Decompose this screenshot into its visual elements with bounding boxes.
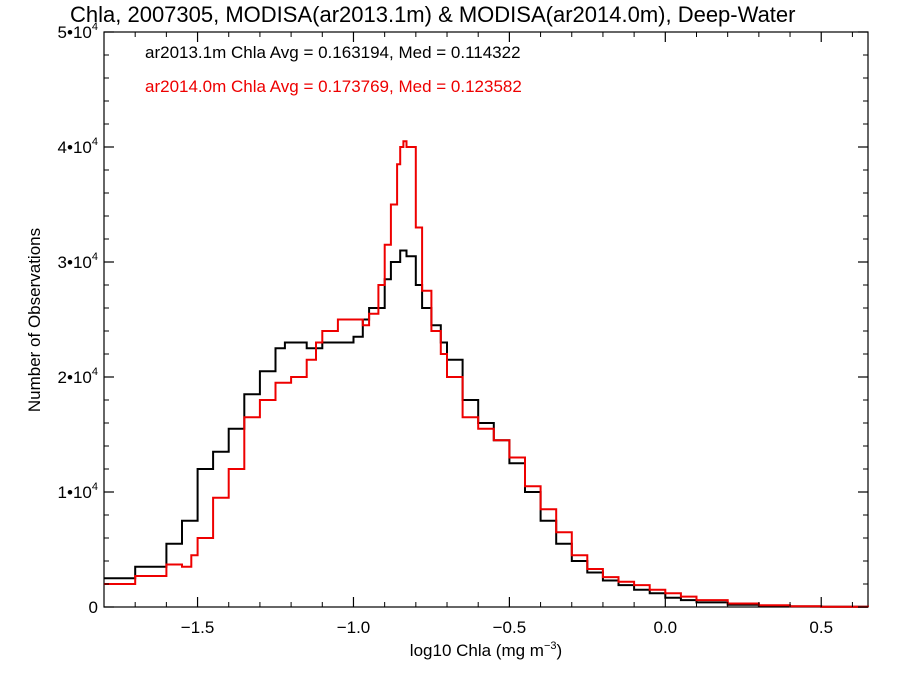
series-layer (104, 140, 869, 608)
y-tick-label: 1•104 (58, 481, 98, 502)
x-axis-label-close: ) (557, 641, 563, 660)
x-tick-label: −1.5 (181, 618, 215, 637)
y-axis-label: Number of Observations (25, 228, 44, 412)
x-tick-label: 0.0 (653, 618, 677, 637)
chart-title: Chla, 2007305, MODISA(ar2013.1m) & MODIS… (70, 2, 795, 27)
x-axis-label: log10 Chla (mg m−3) (410, 640, 562, 660)
x-tick-label: 0.5 (809, 618, 833, 637)
y-tick-label: 0 (89, 598, 98, 617)
y-tick-label: 5•104 (58, 21, 98, 42)
y-tick-label: 3•104 (58, 251, 98, 272)
legend-entry-ar2014: ar2014.0m Chla Avg = 0.173769, Med = 0.1… (145, 77, 522, 96)
y-axis-ticks: 0 1•104 2•104 3•104 4•104 5•104 (58, 21, 868, 617)
y-tick-label: 2•104 (58, 366, 98, 387)
x-tick-label: −0.5 (493, 618, 527, 637)
x-axis-label-exponent: −3 (544, 640, 557, 652)
legend-entry-ar2013: ar2013.1m Chla Avg = 0.163194, Med = 0.1… (145, 43, 521, 62)
series-line-ar2014-0m (104, 140, 869, 608)
plot-frame (103, 31, 869, 608)
x-axis-ticks: −1.5 −1.0 −0.5 0.0 0.5 (103, 32, 853, 637)
plot-area: −1.5 −1.0 −0.5 0.0 0.5 0 1•104 2•104 3•104 4•104… (58, 21, 869, 637)
x-tick-label: −1.0 (337, 618, 371, 637)
y-tick-label: 4•104 (58, 136, 98, 157)
x-axis-label-main: log10 Chla (mg m (410, 641, 544, 660)
